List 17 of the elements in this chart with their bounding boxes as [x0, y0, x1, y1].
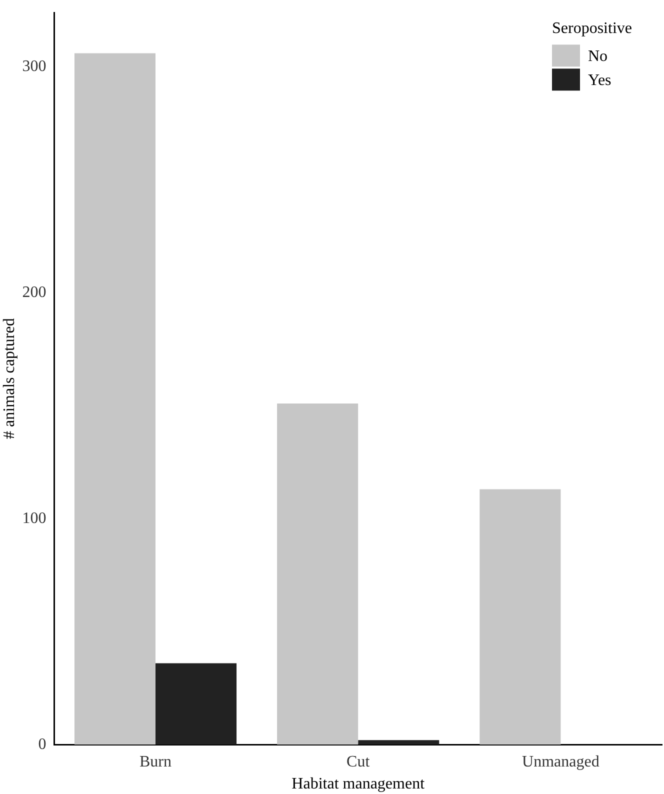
y-tick-label: 0 — [38, 736, 46, 753]
bar — [480, 489, 561, 745]
y-tick-label: 200 — [22, 284, 46, 301]
y-tick-label: 100 — [22, 510, 46, 527]
y-axis-title: # animals captured — [0, 318, 18, 440]
legend-label: Yes — [588, 72, 612, 89]
legend-title: Seropositive — [552, 20, 632, 37]
bar — [358, 740, 440, 745]
bar — [156, 663, 237, 745]
bar — [74, 53, 156, 745]
y-tick-label: 300 — [22, 58, 46, 76]
x-axis-title: Habitat management — [292, 776, 426, 793]
x-tick-label: Burn — [140, 753, 172, 770]
x-tick-label: Cut — [346, 753, 370, 770]
x-tick-label: Unmanaged — [522, 753, 600, 770]
legend-label: No — [588, 48, 608, 65]
bar — [277, 403, 358, 745]
